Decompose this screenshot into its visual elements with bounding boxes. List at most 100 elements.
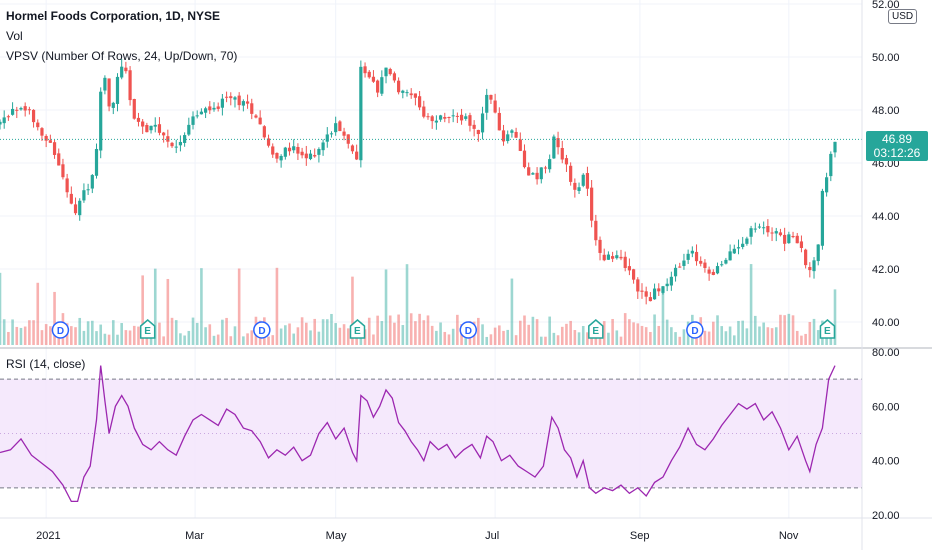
candle-body [778, 232, 783, 236]
volume-bar [527, 324, 530, 345]
event-badge-label: E [354, 326, 361, 337]
price-tick-label: 44.00 [872, 211, 900, 223]
candle-body [522, 150, 527, 168]
candle-body [166, 136, 170, 142]
candle-body [577, 187, 581, 191]
volume-bar [510, 278, 514, 345]
dividend-badge[interactable]: D [51, 321, 70, 339]
candle-body [560, 148, 564, 160]
candle-body [652, 288, 657, 300]
earnings-badge[interactable]: E [819, 319, 836, 339]
rsi-tick-label: 40.00 [872, 456, 900, 468]
volume-bar [514, 335, 518, 345]
event-badge-label: D [57, 326, 64, 337]
candle-body [581, 174, 585, 186]
volume-bar [397, 314, 400, 345]
dividend-badge[interactable]: D [686, 321, 704, 339]
volume-bar [548, 316, 551, 345]
volume-bar [82, 330, 86, 345]
candle-body [590, 187, 594, 221]
rsi-band [0, 379, 862, 488]
volume-bar [149, 332, 153, 345]
volume-bar [485, 336, 489, 345]
candle-body [19, 108, 23, 110]
candle-body [292, 146, 296, 151]
volume-bar [430, 325, 434, 345]
candle-body [489, 94, 493, 100]
candle-body [795, 235, 799, 244]
legend-symbol-title[interactable]: Hormel Foods Corporation, 1D, NYSE [6, 9, 221, 23]
candle-body [195, 115, 199, 117]
candle-body [86, 189, 90, 191]
candle-body [2, 117, 6, 124]
earnings-badge[interactable]: E [588, 319, 604, 339]
price-tick-label: 46.00 [872, 158, 900, 170]
volume-bar [237, 268, 241, 345]
candle-body [711, 271, 715, 275]
volume-bar [330, 313, 333, 345]
volume-bar [493, 327, 497, 345]
candle-body [497, 112, 501, 131]
candle-body [174, 146, 178, 148]
earnings-badge-shape [139, 319, 156, 339]
candle-body [724, 259, 728, 264]
candle-body [367, 71, 371, 78]
volume-bar [288, 323, 291, 345]
volume-bar [338, 327, 342, 345]
volume-bar [49, 326, 52, 345]
volume-bar [388, 315, 392, 345]
candle-body [170, 142, 174, 147]
candle-body [52, 142, 57, 155]
dividend-badge[interactable]: D [253, 321, 271, 339]
volume-bar [535, 319, 539, 345]
volume-bar [279, 328, 283, 345]
candle-body [94, 148, 99, 176]
volume-bar [284, 325, 287, 345]
earnings-badge[interactable]: E [139, 319, 156, 339]
candle-body [321, 142, 325, 151]
candle-body [434, 120, 438, 123]
legend-volume[interactable]: Vol [6, 29, 23, 43]
candle-body [245, 101, 250, 104]
volume-bar [758, 326, 761, 345]
volume-bar [808, 321, 812, 345]
volume-bar [351, 276, 354, 345]
candle-body [359, 66, 363, 161]
candle-body [136, 117, 141, 122]
candle-body [745, 238, 749, 244]
candle-body [10, 108, 15, 115]
candle-body [279, 155, 283, 161]
candle-body [480, 113, 485, 133]
legend-rsi[interactable]: RSI (14, close) [6, 357, 86, 371]
volume-bar [611, 318, 614, 345]
volume-bar [728, 326, 732, 345]
candle-body [753, 228, 757, 230]
volume-bar [560, 326, 564, 345]
candle-body [44, 135, 48, 141]
volume-bar [502, 330, 505, 345]
volume-bar [741, 320, 744, 345]
candle-body [329, 133, 334, 135]
candle-body [183, 135, 187, 143]
volume-bar [300, 317, 304, 345]
candle-body [107, 78, 111, 107]
volume-bar [305, 322, 308, 345]
currency-button[interactable]: USD [888, 9, 918, 24]
volume-bar [435, 330, 438, 345]
volume-bar [195, 322, 199, 345]
candle-body [363, 66, 367, 74]
volume-bar [393, 322, 396, 345]
volume-bar [615, 330, 619, 345]
legend-vpsv[interactable]: VPSV (Number Of Rows, 24, Up/Down, 70) [6, 49, 238, 63]
dividend-badge[interactable]: D [459, 321, 478, 339]
earnings-badge[interactable]: E [349, 319, 366, 339]
volume-bar [128, 330, 132, 345]
volume-bar [372, 334, 375, 345]
candle-body [485, 94, 489, 113]
candle-body [602, 254, 606, 261]
volume-bar [447, 334, 451, 345]
candle-body [187, 124, 191, 135]
candle-body [149, 125, 153, 131]
candle-body [812, 260, 816, 272]
